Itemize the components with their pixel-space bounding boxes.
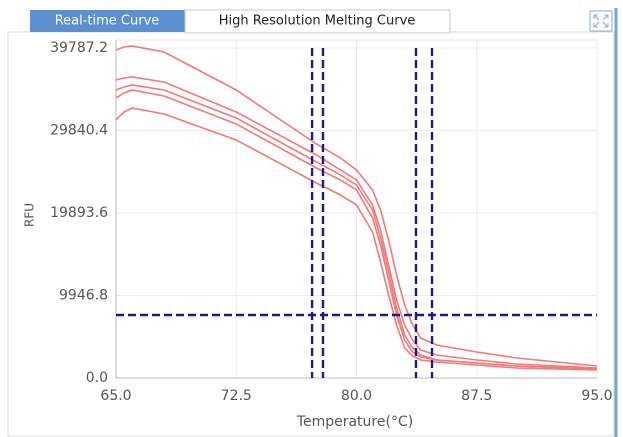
melt-curve — [115, 76, 598, 369]
y-tick-label: 19893.6 — [50, 205, 108, 221]
y-tick-label: 0.0 — [86, 370, 108, 386]
y-tick-label: 29840.4 — [50, 122, 108, 138]
melt-curve — [115, 107, 598, 371]
tab-label[interactable]: High Resolution Melting Curve — [219, 14, 416, 29]
tab-label[interactable]: Real-time Curve — [55, 14, 160, 29]
x-tick-label: 80.0 — [341, 388, 372, 404]
x-tick-label: 87.5 — [461, 388, 492, 404]
melt-curve — [115, 45, 598, 367]
y-tick-label: 39787.2 — [50, 40, 108, 56]
x-tick-label: 72.5 — [221, 388, 252, 404]
tab-active[interactable] — [184, 9, 451, 34]
x-tick-label: 95.0 — [581, 388, 612, 404]
melt-curve — [115, 89, 598, 370]
expand-icon[interactable] — [589, 10, 613, 32]
y-tick-label: 9946.8 — [59, 287, 108, 303]
y-axis-label: RFU — [23, 203, 37, 227]
x-tick-label: 65.0 — [100, 388, 131, 404]
x-axis-label: Temperature(°C) — [296, 414, 413, 430]
tab[interactable] — [30, 10, 185, 32]
